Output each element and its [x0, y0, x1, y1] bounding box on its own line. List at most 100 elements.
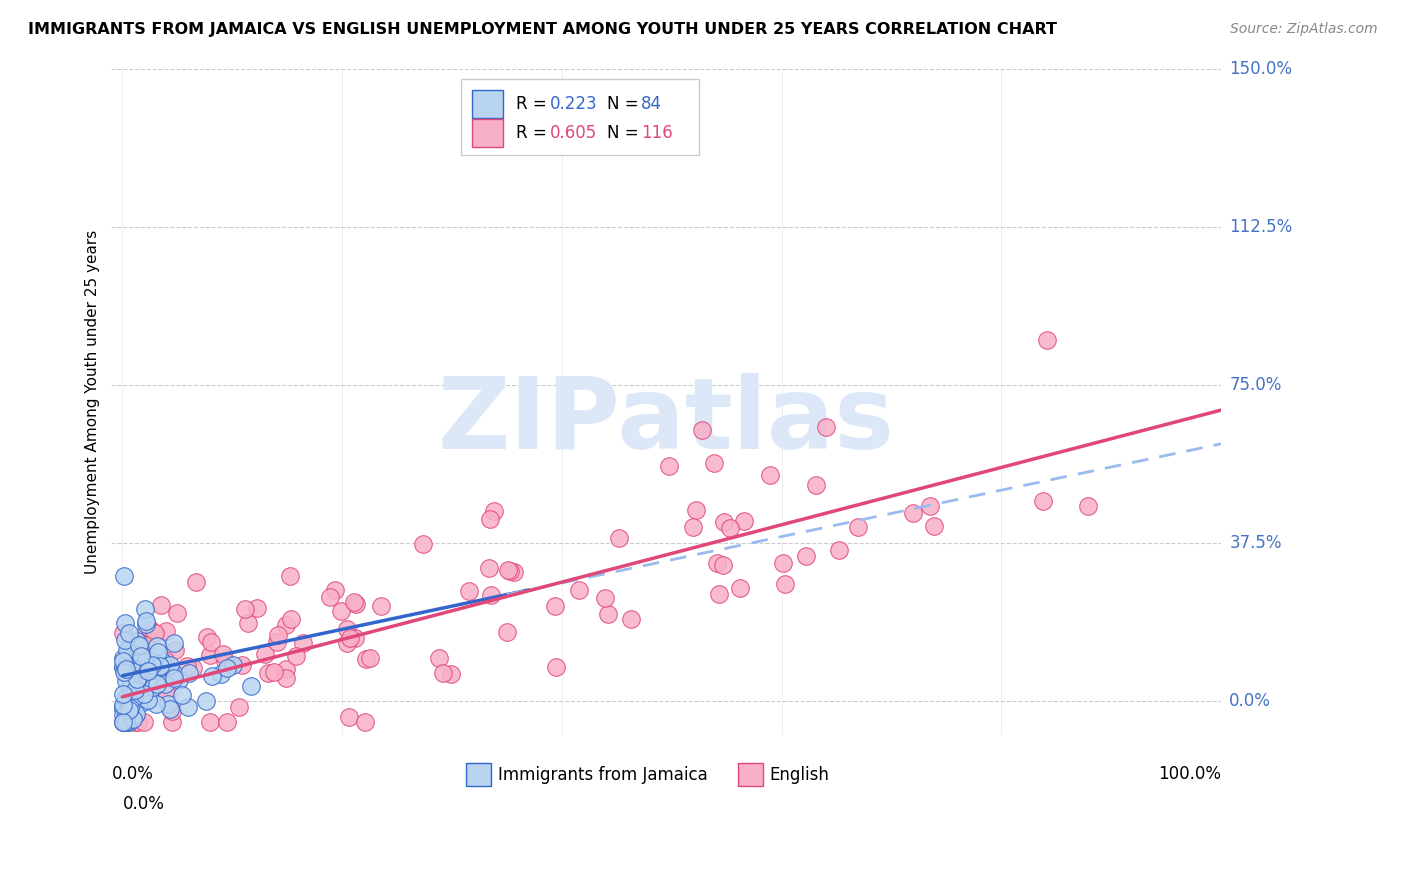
- Point: [195, 630, 218, 644]
- Text: 0.0%: 0.0%: [122, 795, 165, 813]
- Point: [159, 702, 181, 716]
- Point: [200, 648, 222, 663]
- Point: [256, 665, 278, 680]
- Point: [145, 664, 167, 678]
- Text: 84: 84: [641, 95, 662, 113]
- Point: [134, 602, 156, 616]
- Point: [120, 701, 142, 715]
- Point: [115, 715, 138, 730]
- Point: [165, 642, 187, 657]
- Point: [215, 661, 238, 675]
- Point: [136, 692, 159, 706]
- Point: [240, 679, 263, 693]
- Point: [127, 640, 149, 654]
- Point: [112, 654, 135, 668]
- Point: [156, 671, 179, 685]
- Text: IMMIGRANTS FROM JAMAICA VS ENGLISH UNEMPLOYMENT AMONG YOUTH UNDER 25 YEARS CORRE: IMMIGRANTS FROM JAMAICA VS ENGLISH UNEMP…: [28, 22, 1057, 37]
- Point: [329, 604, 352, 618]
- Point: [112, 715, 135, 730]
- Point: [177, 665, 200, 680]
- Point: [167, 673, 190, 688]
- Point: [134, 627, 156, 641]
- Point: [620, 612, 643, 626]
- Point: [129, 648, 152, 663]
- Point: [1036, 334, 1059, 348]
- Point: [115, 642, 138, 657]
- Point: [336, 636, 359, 650]
- Point: [125, 633, 148, 648]
- Point: [132, 655, 155, 669]
- Text: 100.0%: 100.0%: [1159, 765, 1220, 783]
- Point: [114, 691, 136, 706]
- Point: [596, 607, 619, 621]
- Point: [125, 672, 148, 686]
- Point: [155, 653, 177, 667]
- Point: [228, 699, 250, 714]
- FancyBboxPatch shape: [738, 764, 762, 786]
- Point: [236, 615, 259, 630]
- Text: 37.5%: 37.5%: [1229, 534, 1282, 552]
- Point: [112, 708, 135, 723]
- Point: [478, 561, 501, 575]
- Point: [918, 499, 941, 513]
- Point: [112, 665, 135, 679]
- Point: [114, 659, 136, 673]
- Point: [177, 700, 200, 714]
- Point: [149, 659, 172, 673]
- Text: Immigrants from Jamaica: Immigrants from Jamaica: [498, 765, 707, 784]
- Point: [186, 574, 208, 589]
- Point: [170, 689, 193, 703]
- Point: [707, 587, 730, 601]
- Point: [706, 556, 728, 570]
- Point: [496, 563, 519, 577]
- Point: [127, 715, 149, 730]
- Point: [127, 685, 149, 699]
- Point: [139, 623, 162, 637]
- Point: [482, 504, 505, 518]
- Point: [319, 590, 342, 604]
- Point: [353, 715, 375, 730]
- Point: [143, 674, 166, 689]
- Point: [711, 558, 734, 572]
- Point: [166, 606, 188, 620]
- Point: [127, 687, 149, 701]
- Point: [200, 715, 222, 730]
- Point: [163, 667, 186, 681]
- Point: [143, 626, 166, 640]
- Point: [263, 665, 285, 680]
- Point: [337, 710, 360, 724]
- Point: [759, 467, 782, 482]
- Point: [568, 583, 591, 598]
- Y-axis label: Unemployment Among Youth under 25 years: Unemployment Among Youth under 25 years: [86, 229, 100, 574]
- Point: [115, 673, 138, 688]
- Point: [122, 690, 145, 705]
- Point: [115, 715, 138, 730]
- Point: [141, 657, 163, 672]
- Point: [280, 612, 302, 626]
- Point: [157, 663, 180, 677]
- Point: [733, 514, 755, 528]
- Point: [607, 531, 630, 545]
- Text: 0.223: 0.223: [550, 95, 598, 113]
- Point: [231, 658, 253, 673]
- Text: 150.0%: 150.0%: [1229, 60, 1292, 78]
- Point: [125, 706, 148, 721]
- Point: [214, 654, 236, 668]
- Point: [215, 715, 238, 730]
- Point: [235, 602, 257, 616]
- Point: [124, 682, 146, 697]
- Text: 112.5%: 112.5%: [1229, 218, 1292, 235]
- Point: [323, 582, 346, 597]
- Text: N =: N =: [607, 124, 644, 142]
- Point: [114, 616, 136, 631]
- Point: [775, 576, 797, 591]
- Point: [132, 715, 155, 730]
- Point: [828, 543, 851, 558]
- Point: [153, 676, 176, 690]
- Text: English: English: [769, 765, 830, 784]
- Point: [343, 595, 366, 609]
- Point: [117, 657, 139, 672]
- Text: 0.0%: 0.0%: [1229, 692, 1271, 710]
- Point: [115, 705, 138, 719]
- Point: [118, 673, 141, 688]
